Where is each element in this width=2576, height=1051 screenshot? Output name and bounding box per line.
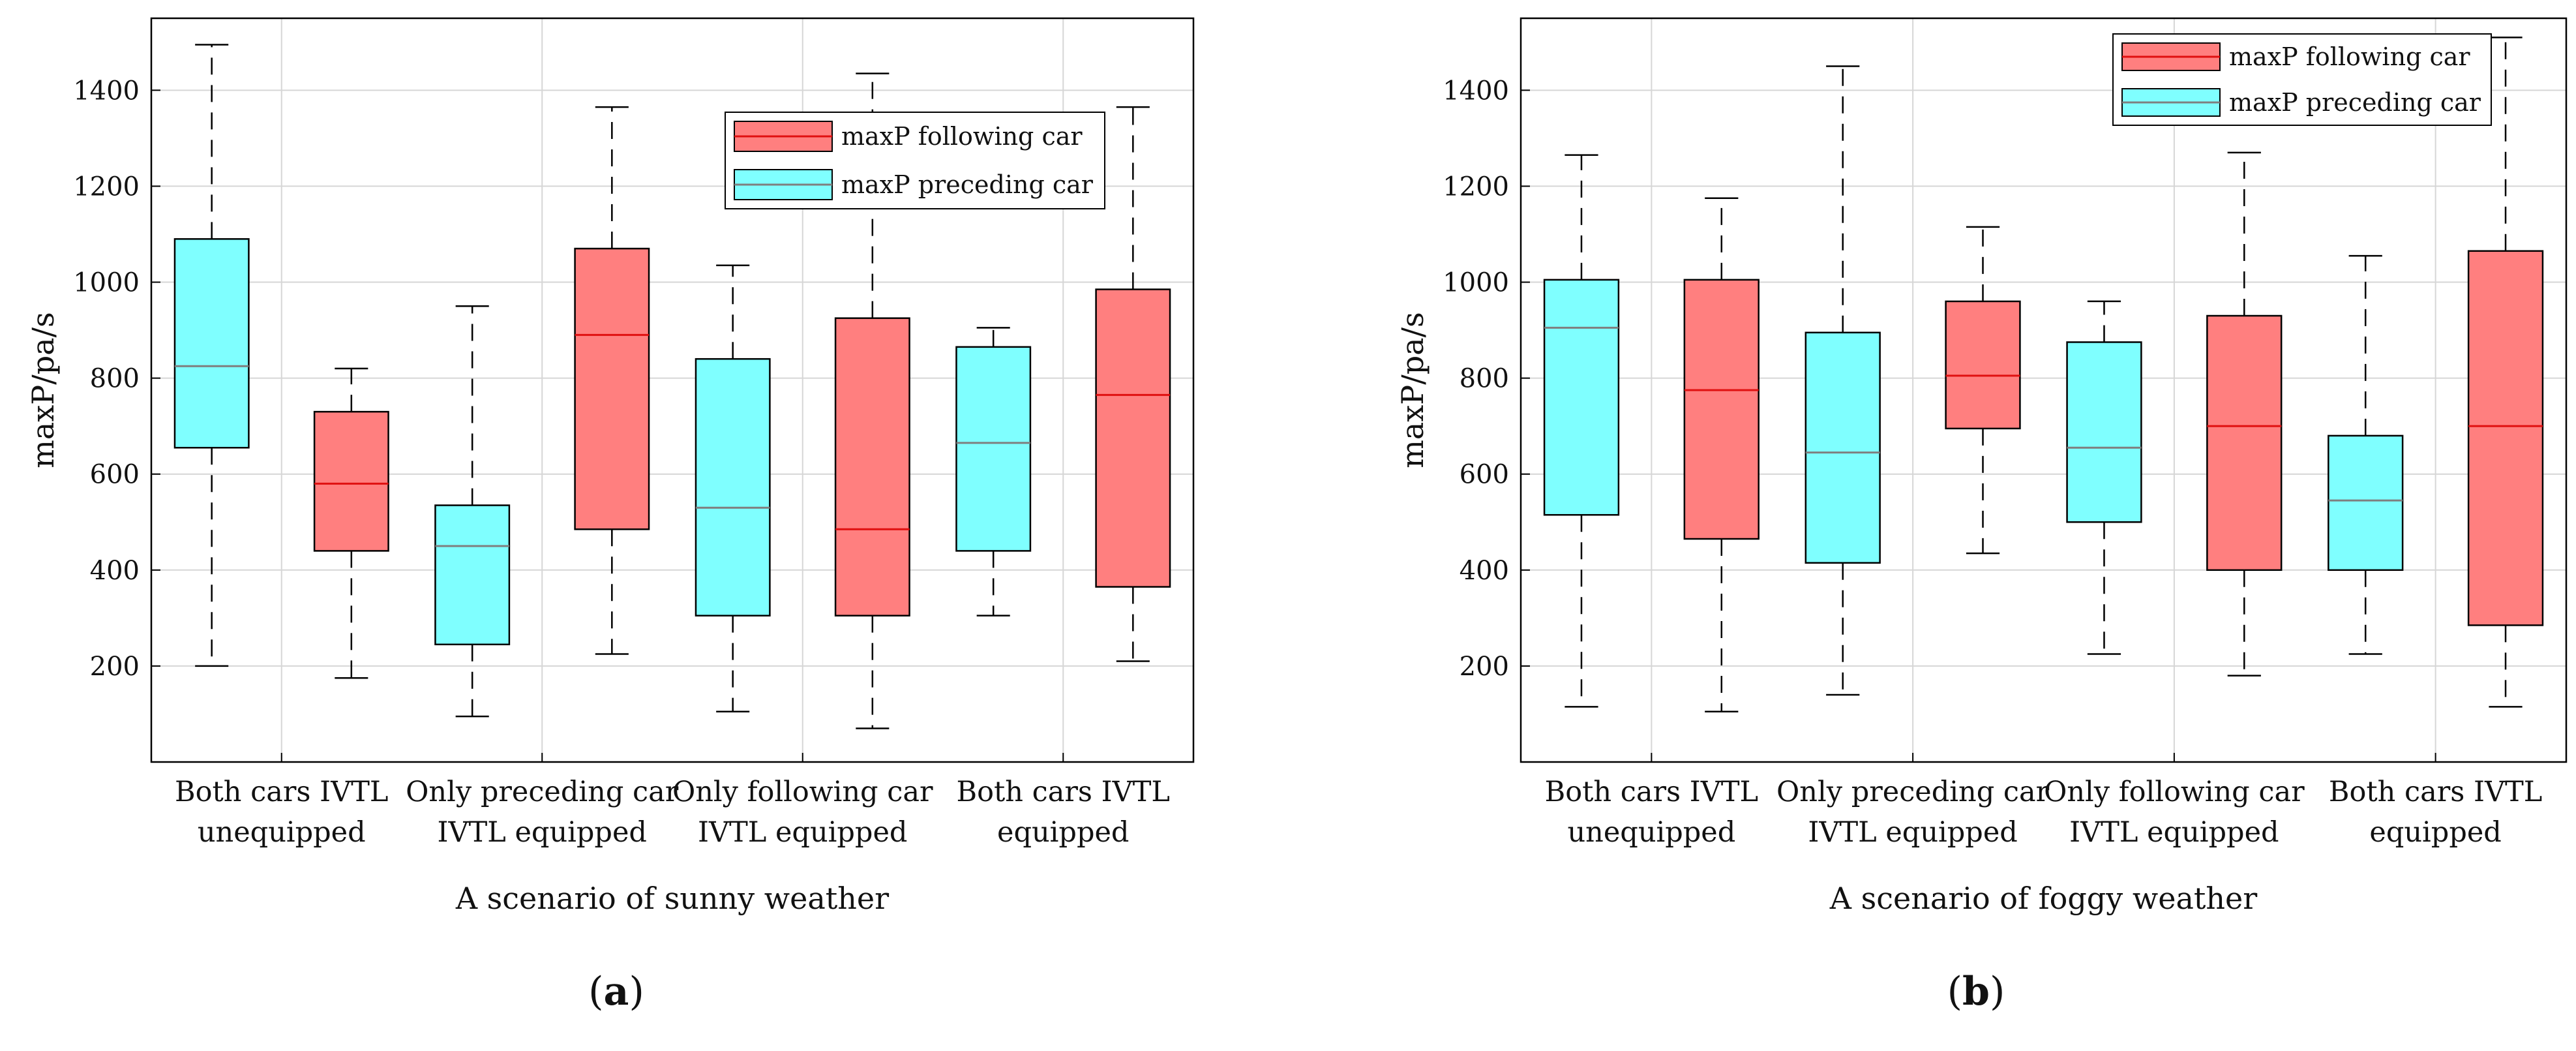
- panel-a-sunny: 200 400 600 800 1000 1200 1400 Both cars IVTL un…: [25, 17, 1195, 1014]
- y-tick-label: 200: [1460, 652, 1509, 682]
- y-tick-label: 800: [90, 364, 140, 394]
- x-category-label: equipped: [2369, 816, 2501, 849]
- x-category-label: Both cars IVTL: [175, 776, 388, 808]
- y-tick-label: 1200: [73, 172, 140, 202]
- box-body: [1683, 279, 1760, 540]
- box-body: [1945, 300, 2021, 430]
- box-preceding-car: [2328, 254, 2404, 655]
- box-following-car: [574, 106, 650, 655]
- box-body: [434, 504, 511, 646]
- x-category-label: IVTL equipped: [2069, 816, 2279, 849]
- x-category-label: Both cars IVTL: [957, 776, 1170, 808]
- x-category-label: equipped: [997, 816, 1129, 849]
- box-body: [2206, 314, 2283, 571]
- legend-label: maxP following car: [2229, 42, 2470, 71]
- box-body: [313, 410, 389, 552]
- box-following-car: [313, 367, 389, 679]
- box-preceding-car: [1543, 154, 1620, 708]
- legend: maxP following car maxP preceding car: [725, 112, 1105, 209]
- y-tick-label: 1400: [1443, 76, 1509, 106]
- box-body: [2467, 250, 2544, 626]
- panel-caption-open: (: [588, 969, 603, 1014]
- x-category-label: IVTL equipped: [438, 816, 647, 849]
- y-tick-label: 1400: [73, 76, 140, 106]
- x-category-label: Only following car: [672, 776, 933, 808]
- legend-label: maxP following car: [841, 122, 1083, 151]
- box-preceding-car: [2066, 300, 2142, 655]
- panel-caption-close: ): [629, 969, 644, 1014]
- x-axis-label: A scenario of sunny weather: [455, 881, 889, 916]
- box-body: [695, 358, 771, 617]
- plot-frame: [150, 17, 1195, 763]
- legend: maxP following car maxP preceding car: [2112, 33, 2492, 126]
- x-category-label: Only preceding car: [1776, 776, 2050, 808]
- y-tick-label: 600: [1460, 460, 1509, 490]
- box-body: [2066, 341, 2142, 523]
- plot-frame: [1520, 17, 2568, 763]
- x-category-label: IVTL equipped: [698, 816, 907, 849]
- x-category-label: IVTL equipped: [1808, 816, 2017, 849]
- x-category-label: Only preceding car: [406, 776, 679, 808]
- legend-label: maxP preceding car: [2229, 88, 2481, 117]
- box-following-car: [1945, 226, 2021, 555]
- box-body: [574, 247, 650, 530]
- panel-caption-close: ): [1990, 969, 2005, 1014]
- panel-caption: (a): [588, 969, 644, 1014]
- legend-label: maxP preceding car: [841, 170, 1094, 199]
- panel-caption-letter: b: [1962, 969, 1990, 1014]
- panel-caption-open: (: [1947, 969, 1962, 1014]
- y-tick-label: 200: [90, 652, 140, 682]
- box-body: [1095, 288, 1171, 588]
- y-tick-label: 800: [1460, 364, 1509, 394]
- box-following-car: [1683, 197, 1760, 713]
- box-preceding-car: [1805, 65, 1881, 696]
- panel-caption-letter: a: [604, 969, 629, 1014]
- box-preceding-car: [434, 305, 511, 718]
- x-category-label: unequipped: [198, 816, 366, 849]
- box-following-car: [2206, 151, 2283, 677]
- x-axis-label: A scenario of foggy weather: [1829, 881, 2257, 916]
- y-tick-label: 1000: [1443, 268, 1509, 298]
- box-preceding-car: [695, 264, 771, 713]
- box-body: [955, 346, 1032, 552]
- box-preceding-car: [173, 44, 250, 667]
- y-tick-label: 400: [1460, 556, 1509, 586]
- y-tick-label: 400: [90, 556, 140, 586]
- box-body: [173, 238, 250, 449]
- box-preceding-car: [955, 327, 1032, 617]
- y-tick-label: 1200: [1443, 172, 1509, 202]
- y-tick-label: 1000: [73, 268, 140, 298]
- panel-b-foggy: 200 400 600 800 1000 1200 1400 Both cars IVTL un…: [1395, 17, 2568, 1014]
- box-body: [1805, 331, 1881, 564]
- y-axis-label: maxP/pa/s: [1395, 312, 1430, 468]
- x-category-label: Both cars IVTL: [2329, 776, 2542, 808]
- x-category-label: unequipped: [1567, 816, 1735, 849]
- box-body: [2328, 434, 2404, 571]
- box-following-car: [1095, 106, 1171, 662]
- x-category-label: Both cars IVTL: [1545, 776, 1758, 808]
- x-category-label: Only following car: [2044, 776, 2305, 808]
- panel-caption: (b): [1947, 969, 2005, 1014]
- box-body: [834, 317, 910, 617]
- box-following-car: [2467, 37, 2544, 708]
- y-tick-label: 600: [90, 460, 140, 490]
- y-axis-label: maxP/pa/s: [25, 312, 61, 468]
- box-body: [1543, 279, 1620, 516]
